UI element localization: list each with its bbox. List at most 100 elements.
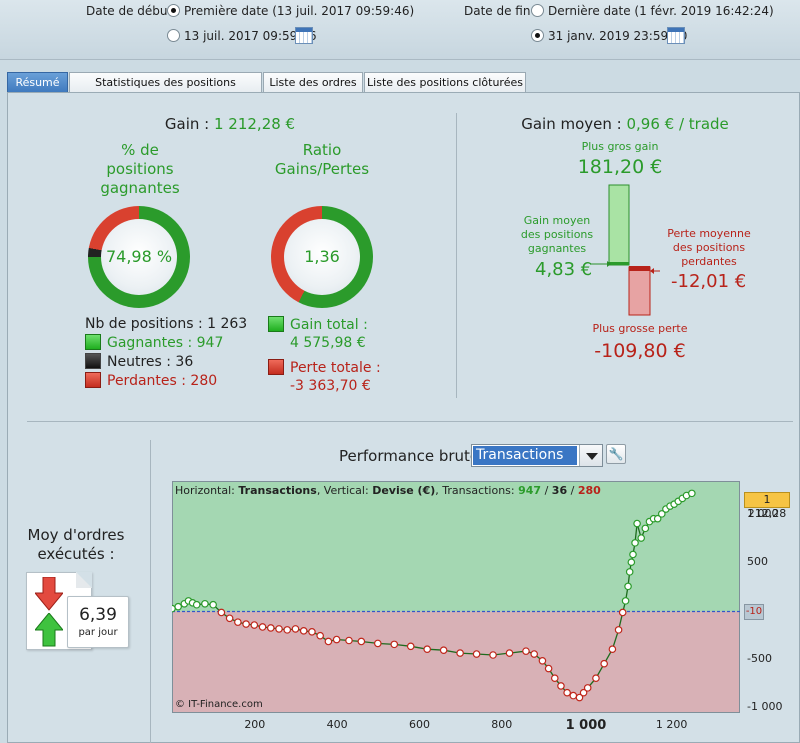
- data-point: [688, 489, 696, 498]
- worst-loss-value: -109,80 €: [594, 340, 686, 362]
- data-point: [641, 524, 650, 533]
- wrench-icon[interactable]: 🔧: [606, 444, 626, 464]
- data-point: [332, 635, 341, 644]
- data-point: [324, 637, 333, 646]
- red-square-icon: [268, 359, 284, 375]
- start-custom-date-radio[interactable]: [167, 29, 180, 42]
- tab-resume[interactable]: Résumé: [7, 72, 68, 93]
- data-point: [456, 649, 464, 657]
- performance-axis-select[interactable]: Transactions: [471, 444, 603, 467]
- positive-zone: [172, 481, 740, 612]
- total-loss-legend: Perte totale : -3 363,70 €: [268, 359, 381, 395]
- chart-frame: [172, 481, 740, 713]
- data-point: [631, 539, 639, 547]
- gain-loss-ratio-donut: 1,36: [271, 206, 373, 308]
- losers-legend: Perdantes : 280: [85, 372, 217, 389]
- data-point: [637, 534, 646, 542]
- end-last-date-radio[interactable]: [531, 4, 544, 17]
- last-value-tag: 1 212,28: [744, 492, 790, 520]
- data-point: [657, 510, 666, 518]
- data-point: [472, 650, 481, 658]
- x-tick-label: 1 000: [565, 718, 607, 733]
- divider: [150, 440, 151, 743]
- y-tick-label: 1 000: [747, 507, 779, 520]
- performance-label: Performance brute: [339, 447, 480, 465]
- black-square-icon: [85, 353, 101, 369]
- tab-order-list[interactable]: Liste des ordres: [263, 72, 363, 93]
- red-square-icon: [85, 372, 101, 388]
- tab-closed-position-stats[interactable]: Statistiques des positions clôturées: [69, 72, 262, 108]
- start-calendar-icon[interactable]: [295, 27, 313, 44]
- data-point: [505, 649, 514, 657]
- data-point: [538, 657, 547, 665]
- dropdown-arrow-icon[interactable]: [579, 445, 602, 466]
- data-point: [308, 628, 316, 636]
- data-point: [579, 688, 588, 697]
- end-calendar-icon[interactable]: [667, 27, 685, 44]
- data-point: [201, 599, 209, 608]
- data-point: [192, 600, 201, 609]
- data-point: [283, 626, 292, 634]
- start-custom-date-option[interactable]: 13 juil. 2017 09:59:46: [167, 29, 317, 43]
- end-custom-date-radio[interactable]: [531, 29, 544, 42]
- arrow-up-icon: [35, 613, 63, 647]
- y-tick-label: -1 000: [747, 700, 783, 714]
- data-point: [439, 646, 448, 654]
- gain-label: Gain :: [164, 115, 210, 133]
- avg-gain-bar: [609, 262, 629, 265]
- avg-loss-value: -12,01 €: [671, 271, 747, 292]
- x-tick-label: 400: [326, 718, 348, 731]
- data-point: [242, 620, 250, 628]
- data-point: [583, 684, 592, 692]
- data-point: [575, 693, 584, 702]
- orders-per-day-title: Moy d'ordres exécutés :: [27, 526, 125, 563]
- data-point: [544, 664, 553, 673]
- avg-win-label: Gain moyen des positions gagnantes: [520, 214, 594, 255]
- data-point: [406, 642, 415, 651]
- x-tick-label: 200: [244, 718, 266, 731]
- negative-zone: [172, 611, 740, 713]
- x-tick-label: 1 200: [655, 718, 688, 731]
- win-pct-value: 74,98 %: [101, 219, 177, 295]
- data-point: [390, 640, 399, 649]
- gain-loss-ratio-value: 1,36: [284, 219, 360, 295]
- data-point: [275, 625, 283, 633]
- start-first-date-radio[interactable]: [167, 4, 180, 17]
- avg-loss-label: Perte moyenne des positions perdantes: [667, 227, 751, 268]
- data-point: [569, 691, 578, 700]
- tab-closed-position-list[interactable]: Liste des positions clôturées: [364, 72, 526, 93]
- end-date-label: Date de fin :: [464, 4, 539, 18]
- x-tick-label: 800: [491, 718, 513, 731]
- start-date-label: Date de début :: [86, 4, 181, 18]
- end-last-date-option[interactable]: Dernière date (1 févr. 2019 16:42:24): [531, 4, 774, 18]
- avg-win-value: 4,83 €: [535, 259, 593, 280]
- data-point: [489, 651, 497, 659]
- data-point: [633, 519, 641, 528]
- winners-legend: Gagnantes : 947: [85, 334, 223, 351]
- best-gain-label: Plus gros gain: [581, 140, 659, 153]
- data-point: [522, 647, 530, 655]
- data-point: [629, 550, 637, 559]
- start-first-date-option[interactable]: Première date (13 juil. 2017 09:59:46): [167, 4, 414, 18]
- best-gain-value: 181,20 €: [577, 156, 663, 178]
- end-custom-date-option[interactable]: 31 janv. 2019 23:59:00: [531, 29, 687, 43]
- performance-axis-selected: Transactions: [473, 446, 577, 465]
- data-point: [625, 568, 634, 576]
- green-square-icon: [85, 334, 101, 350]
- divider: [27, 421, 793, 422]
- zero-line-tag: -10: [744, 604, 764, 620]
- divider: [456, 113, 457, 398]
- chart-info: Horizontal: Transactions, Vertical: Devi…: [175, 484, 601, 497]
- data-point: [627, 558, 636, 567]
- arrow-left-icon: [650, 268, 654, 274]
- orders-per-day-value: 6,39: [79, 605, 117, 625]
- avg-gain-loss-bars: [590, 184, 660, 316]
- data-point: [316, 631, 324, 640]
- x-tick-label: 600: [408, 718, 430, 731]
- performance-line: [172, 492, 693, 699]
- data-point: [614, 626, 623, 634]
- data-point: [345, 636, 353, 645]
- orders-per-day-counter: 6,39 par jour: [67, 596, 129, 648]
- data-point: [563, 688, 571, 697]
- win-pct-title: % de positions gagnantes: [100, 141, 180, 197]
